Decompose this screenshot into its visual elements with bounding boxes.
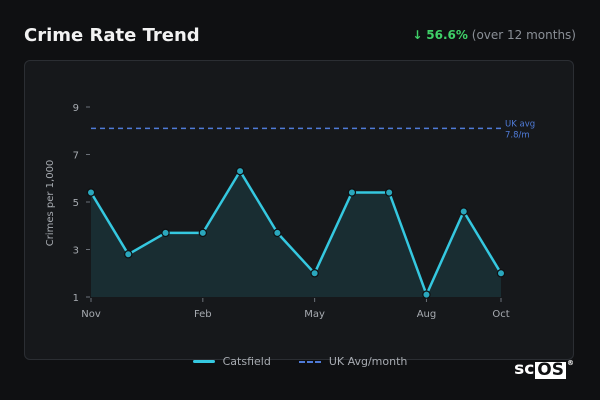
chart-title: Crime Rate Trend [24,25,200,46]
legend-label-catsfield: Catsfield [222,355,271,368]
x-tick-label: Aug [417,309,437,320]
y-tick-label: 5 [73,198,79,209]
y-axis: 1 3 5 7 9 [73,103,90,304]
chart-card [24,60,574,360]
data-point [422,290,431,299]
data-point [384,188,394,197]
data-point [347,188,357,197]
legend-label-uk-avg: UK Avg/month [328,355,408,368]
x-tick-label: Oct [492,309,509,320]
chart-legend: Catsfield UK Avg/month [0,355,600,368]
legend-item-uk-avg[interactable]: UK Avg/month [298,355,408,368]
legend-dashed-line-icon [298,360,321,363]
legend-solid-line-icon [192,360,215,363]
trend-summary: ↓ 56.6% (over 12 months) [412,28,576,42]
x-tick-label: Nov [81,309,101,320]
trend-down-arrow-icon: ↓ [412,28,423,42]
logo-prefix: sc [514,359,535,379]
y-axis-label: Crimes per 1,000 [45,160,56,247]
y-tick-label: 9 [73,103,79,114]
brand-logo: sc OS ® [514,359,574,379]
data-point [198,228,208,238]
trend-percent: 56.6% [426,28,468,42]
logo-boxed-text: OS [535,360,566,380]
data-point [235,166,245,176]
data-point [124,250,133,259]
y-tick-label: 1 [73,293,79,304]
x-tick-label: May [304,309,325,320]
uk-avg-label: UK avg [505,119,535,129]
data-point [310,269,319,278]
x-axis: Nov Feb May Aug Oct [81,298,510,320]
catsfield-area [91,171,501,297]
data-points [86,166,506,299]
legend-item-catsfield[interactable]: Catsfield [192,355,271,368]
y-tick-label: 3 [73,246,79,257]
data-point [459,207,468,216]
logo-registered-mark: ® [567,359,574,367]
data-point [86,188,96,197]
catsfield-line [89,169,503,296]
uk-avg-value-label: 7.8/m [505,130,530,140]
data-point [496,269,506,278]
trend-note: (over 12 months) [471,28,576,42]
y-tick-label: 7 [73,151,79,162]
data-point [273,228,282,238]
data-point [161,228,170,238]
x-tick-label: Feb [194,309,212,320]
